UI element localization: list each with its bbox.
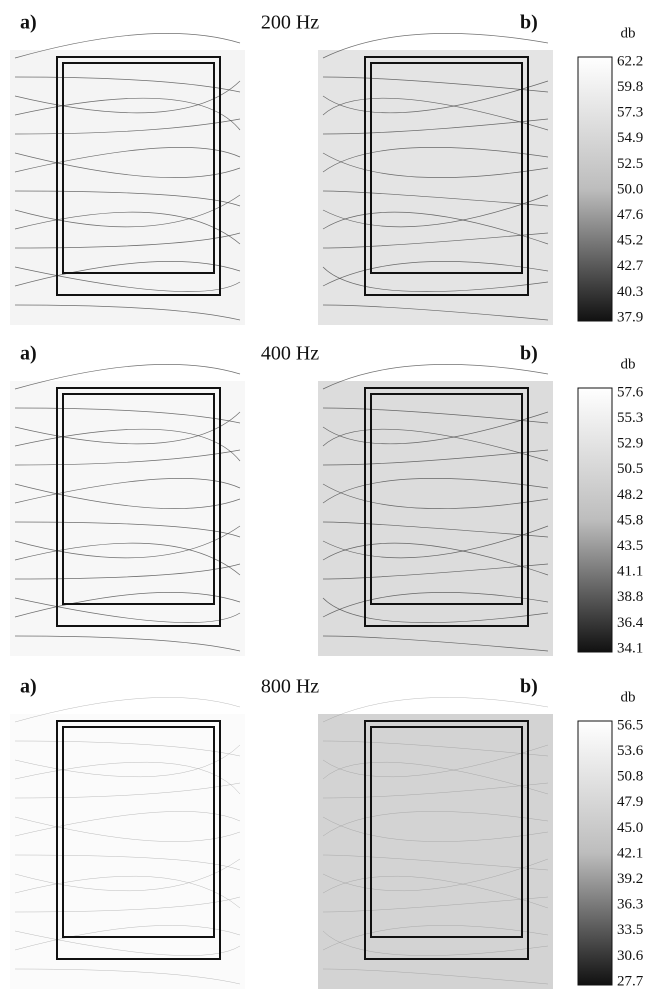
colorbar-tick: 34.1 [617, 640, 643, 656]
colorbar-tick: 30.6 [617, 948, 644, 964]
colorbar-tick: 27.7 [617, 973, 644, 989]
panel-label: a) [20, 12, 37, 34]
colorbar-tick: 42.1 [617, 845, 643, 861]
colorbar-tick: 53.6 [617, 743, 644, 759]
colorbar-tick: 52.9 [617, 436, 643, 452]
colorbar-tick: 50.0 [617, 181, 643, 197]
colorbar-tick: 48.2 [617, 487, 643, 503]
field-plot [10, 50, 245, 325]
colorbar-tick: 47.6 [617, 207, 644, 223]
colorbar-tick: 43.5 [617, 538, 643, 554]
colorbar-tick: 39.2 [617, 871, 643, 887]
colorbar [578, 388, 612, 652]
colorbar-unit: db [621, 356, 636, 372]
colorbar-tick: 36.3 [617, 897, 643, 913]
panel-title: 200 Hz [261, 12, 319, 34]
panel-label: b) [520, 12, 538, 34]
colorbar [578, 57, 612, 321]
colorbar-tick: 59.8 [617, 79, 643, 95]
colorbar-tick: 55.3 [617, 410, 643, 426]
colorbar-tick: 41.1 [617, 564, 643, 580]
panel-title: 400 Hz [261, 343, 319, 365]
colorbar [578, 721, 612, 985]
colorbar-tick: 45.8 [617, 512, 643, 528]
colorbar-tick: 45.0 [617, 820, 643, 836]
panel-label: b) [520, 676, 538, 698]
panel-label: a) [20, 343, 37, 365]
panel-title: 800 Hz [261, 676, 319, 698]
field-plot [10, 714, 245, 989]
figure: a) 200 Hz b) db 62.2 59.8 57.3 54.9 52.5 50.0 47.6… [0, 0, 649, 991]
colorbar-tick: 50.8 [617, 769, 643, 785]
colorbar-tick: 50.5 [617, 461, 643, 477]
colorbar-tick: 54.9 [617, 130, 643, 146]
colorbar-tick: 47.9 [617, 794, 643, 810]
colorbar-tick: 38.8 [617, 589, 643, 605]
colorbar-tick: 37.9 [617, 309, 643, 325]
colorbar-tick: 40.3 [617, 284, 643, 300]
colorbar-tick: 52.5 [617, 156, 643, 172]
field-plot [318, 714, 553, 989]
panel-label: b) [520, 343, 538, 365]
colorbar-tick: 36.4 [617, 615, 644, 631]
colorbar-unit: db [621, 689, 636, 705]
colorbar-tick: 62.2 [617, 53, 643, 69]
colorbar-tick: 56.5 [617, 717, 643, 733]
panel-label: a) [20, 676, 37, 698]
colorbar-tick: 42.7 [617, 258, 644, 274]
colorbar-tick: 45.2 [617, 233, 643, 249]
colorbar-tick: 33.5 [617, 922, 643, 938]
colorbar-unit: db [621, 25, 636, 41]
field-plot [10, 381, 245, 656]
colorbar-tick: 57.6 [617, 384, 644, 400]
colorbar-tick: 57.3 [617, 105, 643, 121]
